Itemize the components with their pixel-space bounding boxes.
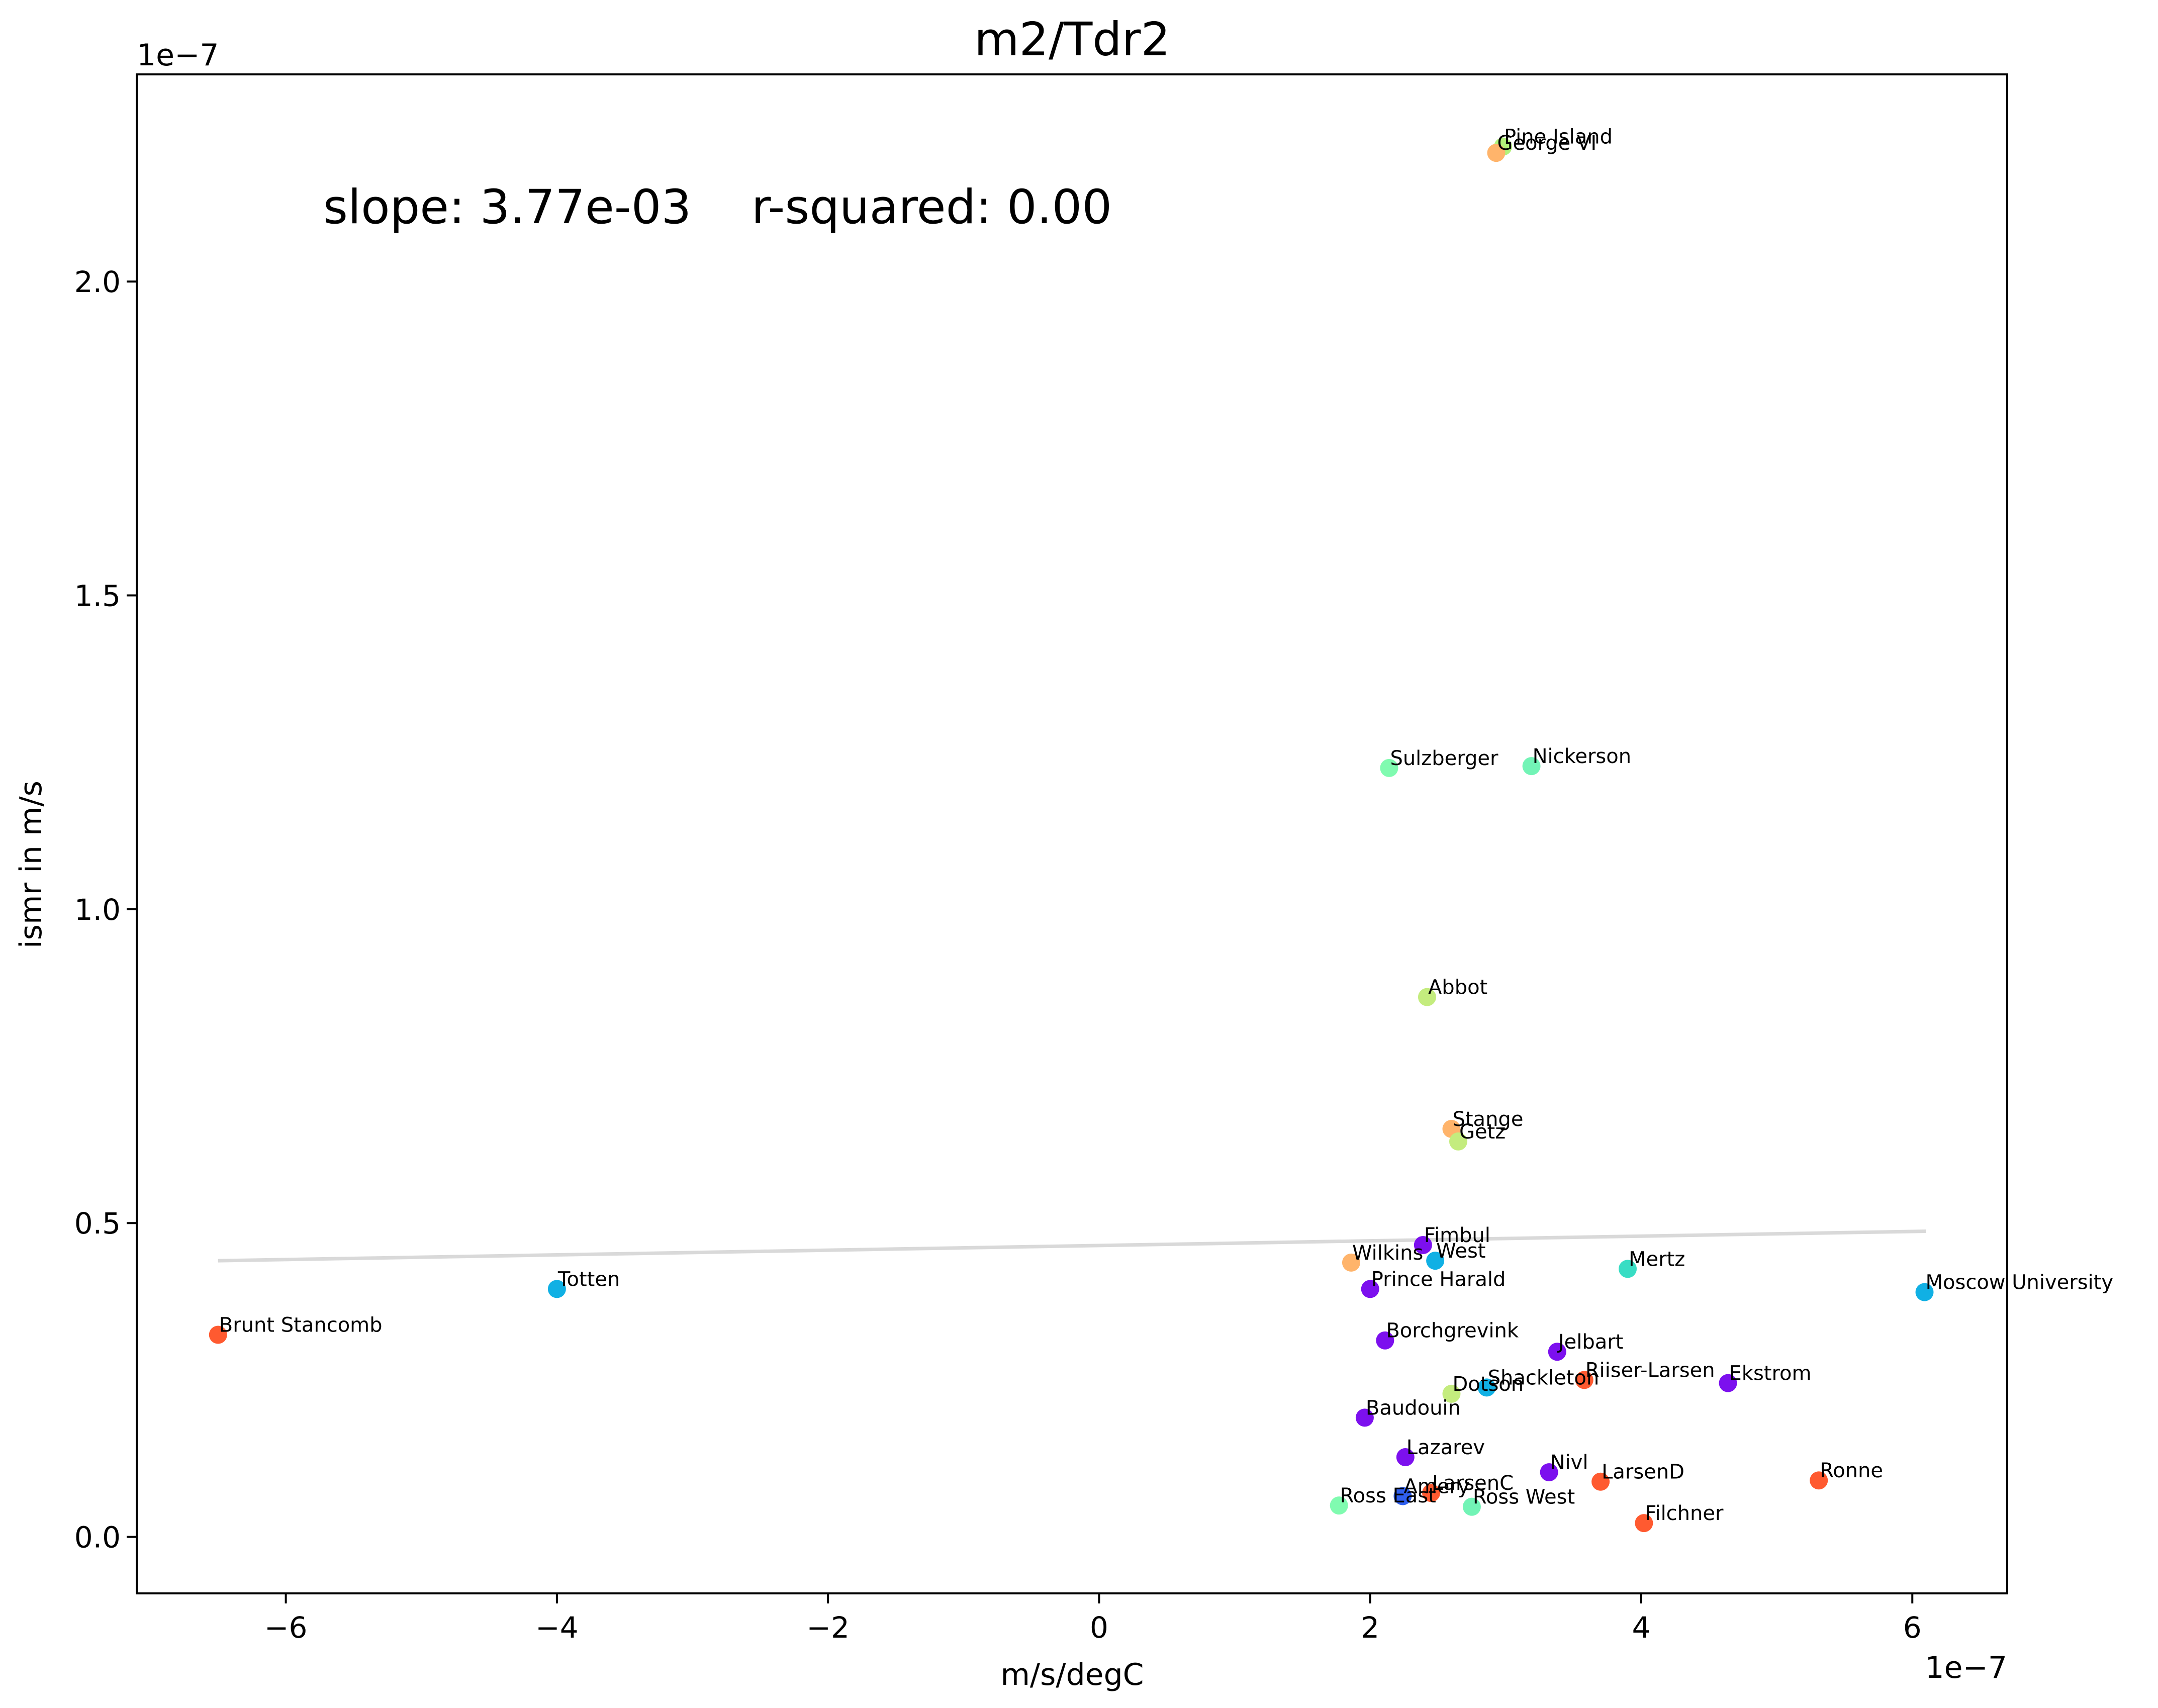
x-tick-label: 0 [1090, 1610, 1108, 1645]
scatter-point [1575, 1371, 1593, 1389]
x-tick-label: 4 [1632, 1610, 1651, 1645]
scatter-point [1810, 1471, 1828, 1490]
scatter-point [1719, 1374, 1737, 1392]
y-axis: 0.0 0.5 1.0 1.5 2.0 [74, 265, 137, 1555]
point-label: LarsenC [1432, 1472, 1514, 1495]
point-label: Getz [1459, 1120, 1506, 1144]
scatter-point [1548, 1343, 1566, 1361]
point-label: Mertz [1629, 1248, 1685, 1271]
y-tick-label: 2.0 [74, 265, 121, 299]
y-tick-label: 0.0 [74, 1521, 121, 1555]
scatter-point [547, 1280, 566, 1298]
point-label: Stange [1452, 1108, 1523, 1131]
point-label: Filchner [1645, 1502, 1724, 1525]
point-label: Dotson [1452, 1373, 1524, 1396]
point-label: Ross West [1473, 1486, 1575, 1509]
point-label: Amery [1403, 1475, 1469, 1498]
point-label: Pine Island [1504, 126, 1613, 149]
x-tick-label: 6 [1903, 1610, 1922, 1645]
y-tick-label: 0.5 [74, 1206, 121, 1241]
scatter-point [1477, 1378, 1496, 1397]
scatter-point [1619, 1260, 1637, 1278]
y-tick-label: 1.5 [74, 579, 121, 613]
point-label: George VI [1497, 132, 1597, 155]
y-offset-label: 1e−7 [137, 38, 219, 73]
scatter-point [1355, 1408, 1374, 1427]
scatter-point [1418, 988, 1436, 1006]
point-label: Borchgrevink [1386, 1319, 1519, 1343]
scatter-point [1330, 1496, 1348, 1515]
scatter-point [1396, 1448, 1415, 1467]
axes-frame [136, 73, 2008, 1594]
scatter-point [1393, 1487, 1412, 1505]
x-tick-label: 2 [1361, 1610, 1379, 1645]
scatter-point [1361, 1280, 1379, 1298]
y-tick-label: 1.0 [74, 893, 121, 927]
point-label: Brunt Stancomb [219, 1314, 383, 1337]
fit-annotation: slope: 3.77e-03 r-squared: 0.00 [323, 180, 1112, 235]
scatter-point [1426, 1252, 1445, 1270]
point-label: Prince Harald [1371, 1268, 1506, 1291]
point-label: Lazarev [1406, 1436, 1485, 1459]
point-label: Nickerson [1533, 745, 1631, 768]
point-label: Wilkins [1352, 1242, 1423, 1265]
scatter-point [1635, 1514, 1653, 1533]
scatter-point [1422, 1484, 1441, 1502]
point-label: Ronne [1820, 1459, 1883, 1482]
x-tick-label: −2 [806, 1610, 850, 1645]
x-tick-label: −6 [264, 1610, 308, 1645]
point-label: West [1436, 1240, 1485, 1263]
scatter-point [1449, 1132, 1467, 1151]
scatter-point [1591, 1472, 1610, 1491]
point-label: Ekstrom [1729, 1362, 1812, 1385]
point-label: Totten [557, 1268, 620, 1291]
fit-line [218, 1229, 1926, 1263]
scatter-point [209, 1325, 227, 1344]
point-label: Jelbart [1557, 1331, 1624, 1354]
point-label: Sulzberger [1390, 747, 1498, 770]
point-label: Nivl [1550, 1451, 1588, 1474]
point-label: Baudouin [1366, 1396, 1461, 1419]
point-label: Riiser-Larsen [1585, 1359, 1715, 1382]
scatter-point [1376, 1331, 1394, 1350]
chart-title: m2/Tdr2 [974, 13, 1170, 66]
point-label: Fimbul [1424, 1224, 1490, 1247]
x-axis: −6 −4 −2 0 2 4 6 [264, 1593, 1922, 1645]
scatter-point [1462, 1497, 1481, 1516]
x-axis-label: m/s/degC [1000, 1657, 1144, 1692]
point-label: Ross East [1340, 1484, 1436, 1507]
scatter-point [1414, 1236, 1432, 1254]
scatter-point [1540, 1463, 1558, 1481]
scatter-point [1915, 1283, 1934, 1301]
point-label: LarsenD [1602, 1461, 1684, 1484]
scatter-point [1442, 1384, 1461, 1403]
scatter-point [1380, 758, 1398, 777]
scatter-point [1342, 1253, 1360, 1272]
x-offset-label: 1e−7 [1925, 1650, 2007, 1685]
y-axis-label: ismr in m/s [14, 781, 49, 948]
x-tick-label: −4 [535, 1610, 579, 1645]
point-label: Abbot [1428, 976, 1487, 999]
scatter-point [1522, 757, 1541, 776]
point-label: Moscow University [1926, 1271, 2114, 1294]
scatter-point [1487, 144, 1506, 162]
point-label: Shackleton [1488, 1366, 1600, 1389]
